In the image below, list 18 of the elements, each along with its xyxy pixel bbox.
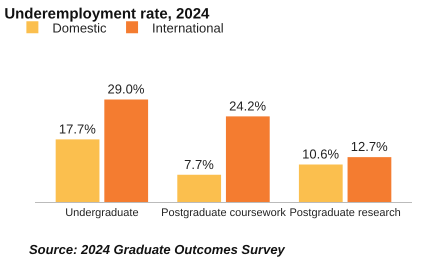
source-note: Source: 2024 Graduate Outcomes Survey bbox=[29, 242, 286, 257]
data-label: 12.7% bbox=[350, 139, 388, 154]
data-label: 29.0% bbox=[108, 81, 145, 96]
bar bbox=[56, 139, 100, 202]
bar bbox=[348, 157, 392, 202]
chart-title: Underemployment rate, 2024 bbox=[4, 6, 210, 23]
x-tick-label: Postgraduate coursework bbox=[161, 207, 286, 220]
bar bbox=[298, 164, 343, 202]
bar bbox=[177, 174, 222, 202]
legend-label: International bbox=[152, 20, 224, 36]
data-label: 10.6% bbox=[302, 146, 340, 162]
data-label: 24.2% bbox=[229, 98, 266, 114]
x-tick-label: Undergraduate bbox=[65, 207, 139, 220]
bar bbox=[226, 116, 270, 202]
data-label: 7.7% bbox=[184, 156, 214, 172]
data-label: 17.7% bbox=[58, 121, 96, 136]
bar bbox=[104, 99, 148, 202]
x-tick-label: Postgraduate research bbox=[289, 207, 401, 220]
